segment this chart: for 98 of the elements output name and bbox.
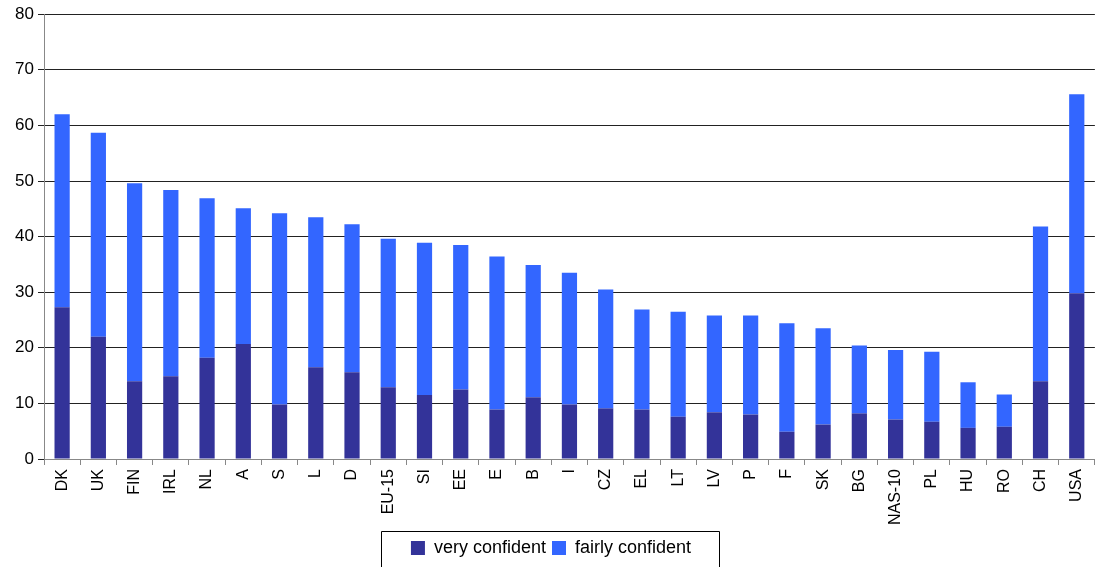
y-tick-label: 0 (24, 448, 34, 468)
y-tick-label: 40 (15, 226, 34, 246)
bar (235, 208, 251, 344)
bar (561, 272, 578, 405)
x-tick-label: LT (668, 468, 686, 487)
y-tick-label: 50 (15, 170, 34, 190)
bar (380, 387, 396, 459)
bar (706, 412, 722, 459)
bar (887, 419, 904, 459)
legend-label: very confident (433, 536, 546, 557)
x-tick-label: IRL (161, 468, 179, 494)
x-tick-label: EU-15 (378, 468, 396, 515)
x-tick-label: F (777, 468, 795, 479)
x-tick-label: E (487, 469, 505, 480)
bar (851, 413, 867, 459)
bar (815, 424, 831, 459)
bar (54, 307, 70, 459)
y-tick-label: 60 (15, 115, 34, 135)
bar (344, 372, 360, 459)
y-tick-label: 20 (15, 337, 34, 357)
bar (163, 189, 179, 377)
y-tick-label: 70 (15, 59, 34, 79)
bar (851, 345, 867, 414)
bar (489, 256, 505, 410)
x-tick-label: P (741, 469, 759, 480)
bar (380, 238, 396, 388)
bar (271, 213, 288, 405)
x-tick-label: SK (813, 468, 831, 491)
bar (960, 382, 976, 428)
x-tick-label: SI (414, 469, 432, 485)
x-tick-label: I (559, 469, 577, 474)
legend-label: fairly confident (575, 536, 692, 557)
x-tick-label: PL (922, 468, 940, 489)
x-tick-label: FIN (125, 469, 142, 495)
x-tick-label: HU (958, 469, 976, 493)
bar (598, 289, 614, 409)
bar (779, 431, 795, 459)
bar (743, 315, 759, 415)
bar (54, 114, 70, 308)
x-tick-label: S (269, 469, 287, 480)
bar (126, 183, 143, 382)
bar (90, 132, 106, 337)
bar (525, 264, 541, 398)
x-tick-label: D (342, 469, 360, 481)
bar (90, 336, 106, 459)
bar (634, 409, 650, 459)
y-tick-label: 80 (15, 3, 34, 23)
x-tick-label: DK (52, 468, 70, 492)
bar (779, 323, 795, 432)
y-tick-label: 10 (15, 393, 34, 413)
bar (1032, 381, 1049, 459)
x-tick-label: NL (197, 468, 215, 490)
x-tick-label: LV (704, 468, 722, 488)
bar (1069, 293, 1085, 459)
bar (163, 376, 179, 459)
bar (996, 394, 1012, 427)
x-tick-label: EL (632, 468, 650, 489)
x-tick-label: CH (1030, 469, 1048, 493)
bar (199, 198, 215, 358)
bar (598, 408, 614, 459)
x-tick-label: BG (849, 469, 867, 493)
bar (308, 217, 324, 368)
x-tick-label: USA (1067, 468, 1085, 502)
bar (1069, 94, 1085, 294)
bar (561, 404, 578, 459)
bar (924, 351, 940, 422)
bar (960, 427, 976, 459)
bar (815, 328, 831, 425)
bar (525, 397, 541, 459)
bar (344, 224, 360, 373)
x-tick-label: RO (994, 469, 1012, 493)
bar (271, 404, 288, 459)
bar (453, 244, 469, 390)
bar (1032, 226, 1049, 382)
bar (235, 343, 251, 459)
x-tick-label: UK (88, 468, 106, 492)
bar (489, 409, 505, 459)
bar (996, 426, 1012, 459)
bar (416, 242, 433, 396)
x-tick-label: EE (451, 469, 469, 491)
bar (670, 416, 686, 459)
bar (887, 350, 904, 420)
bar (670, 311, 686, 417)
x-tick-label: L (306, 468, 324, 478)
x-tick-label: NAS-10 (885, 468, 903, 526)
x-tick-label: A (233, 468, 251, 480)
bar (308, 367, 324, 459)
y-tick-label: 30 (15, 281, 34, 301)
bar (199, 357, 215, 459)
bar (416, 395, 433, 459)
bar (924, 421, 940, 459)
x-tick-label: CZ (596, 468, 614, 491)
bar (126, 381, 143, 459)
bar (706, 315, 722, 413)
bar (453, 389, 469, 459)
bar (743, 414, 759, 459)
bar (634, 309, 650, 410)
x-tick-label: B (523, 469, 541, 480)
